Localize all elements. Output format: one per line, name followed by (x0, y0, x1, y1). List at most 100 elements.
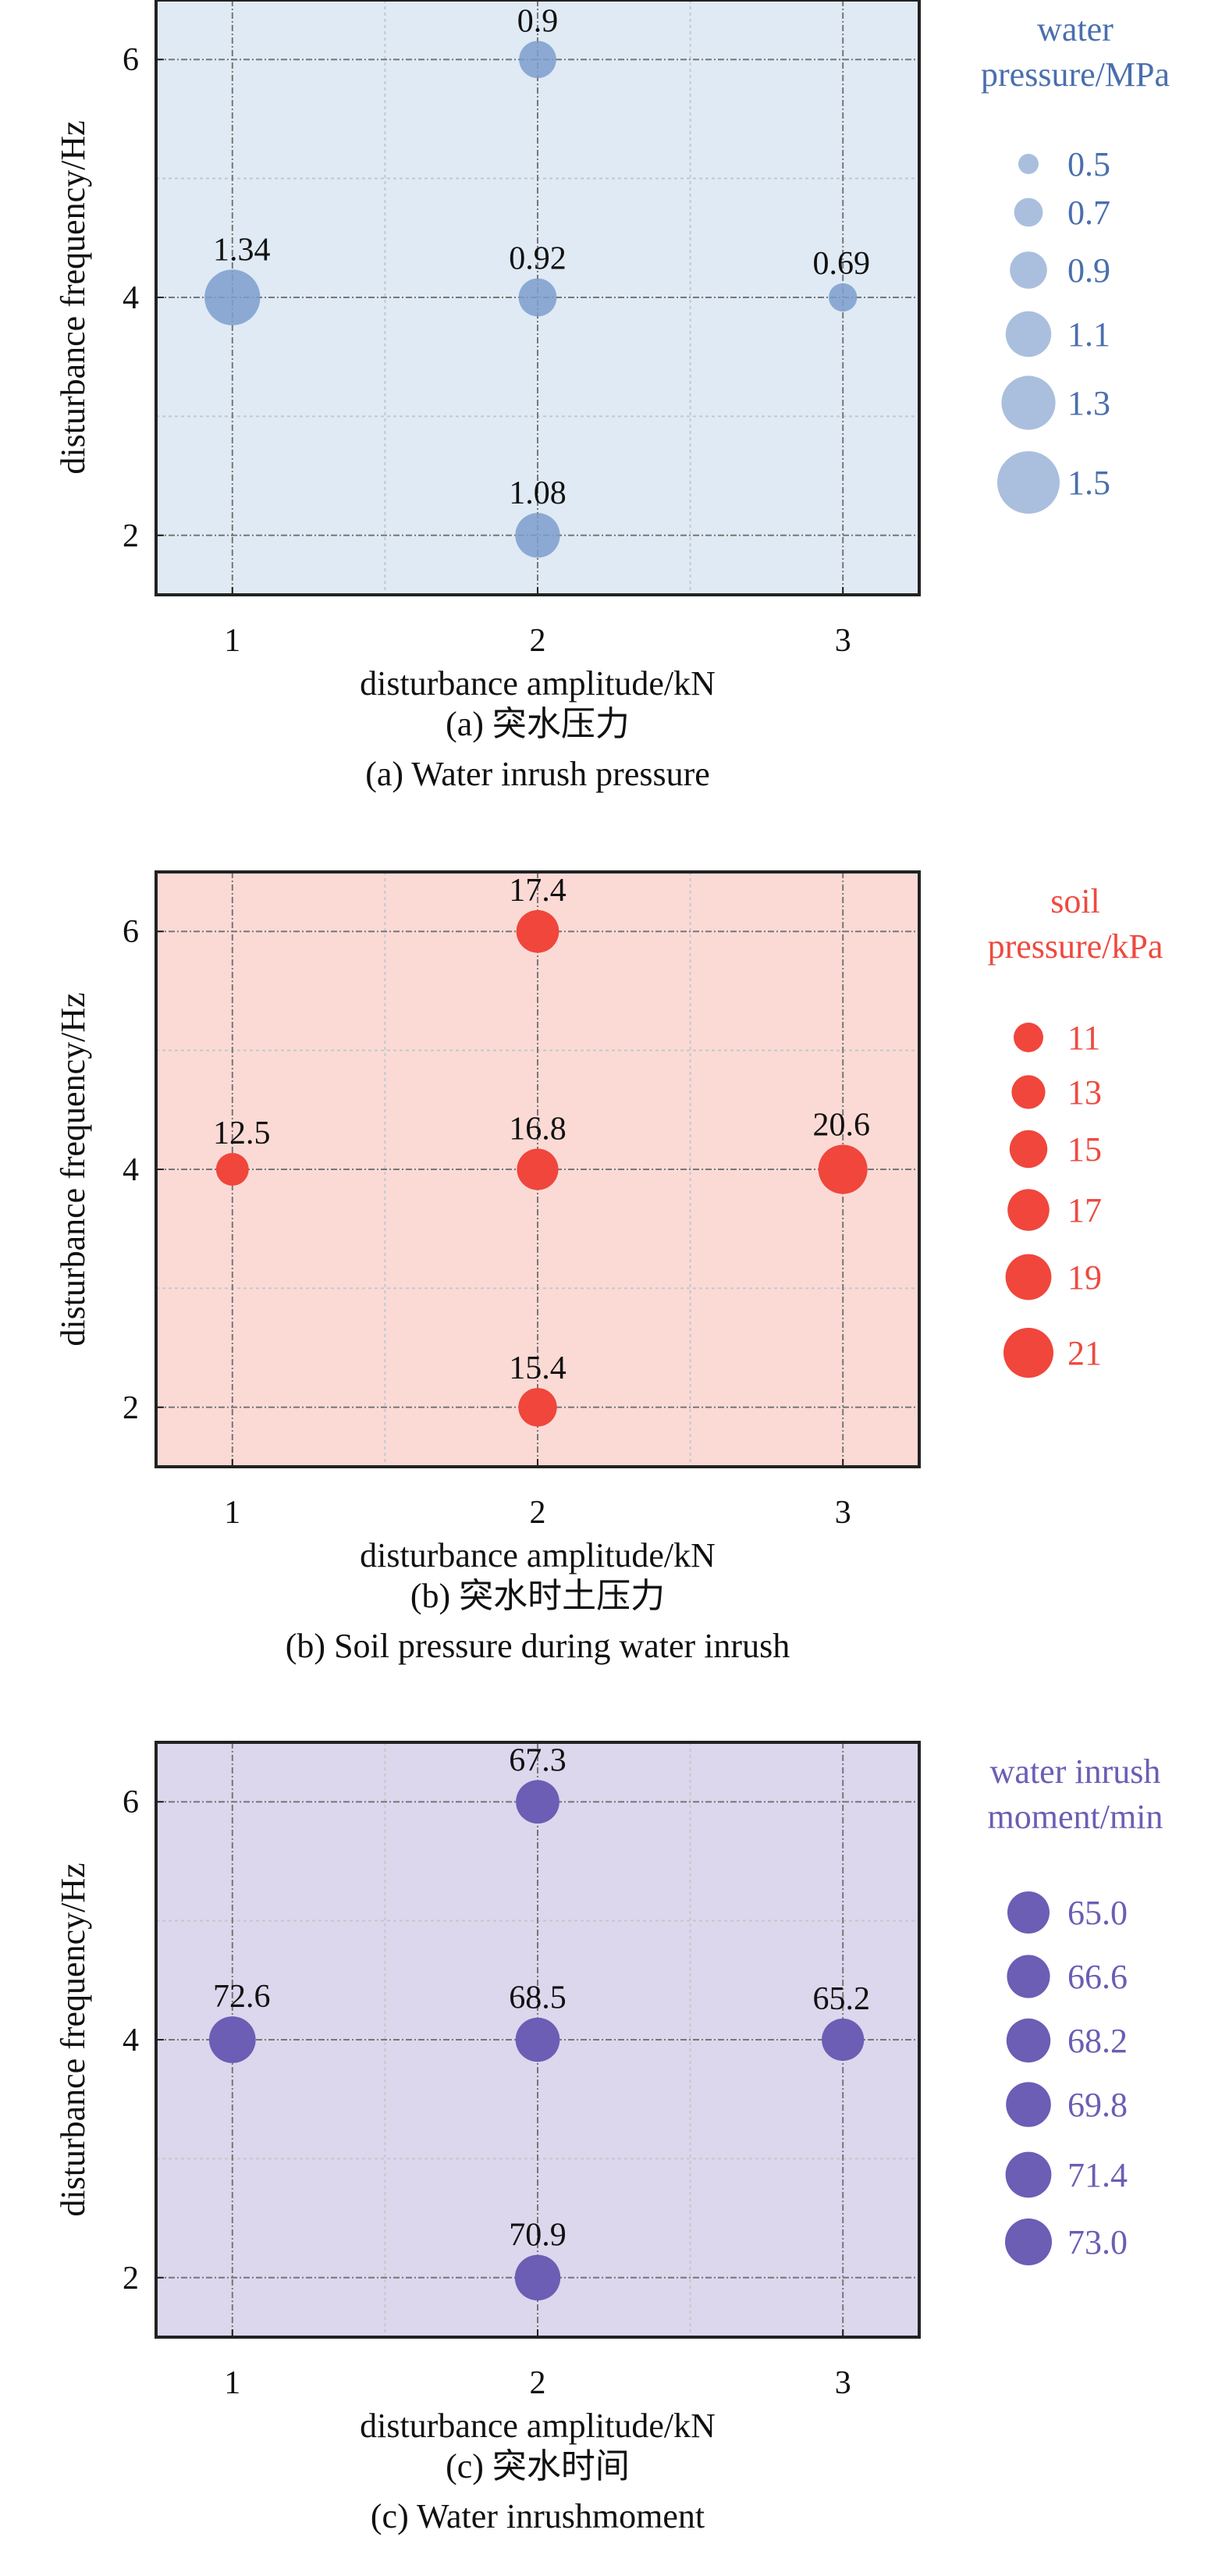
data-label: 15.4 (509, 1350, 567, 1386)
data-label: 1.34 (213, 232, 271, 268)
legend-bubble (1010, 251, 1047, 289)
data-label: 68.5 (509, 1980, 567, 2016)
y-tick-label: 2 (123, 518, 139, 554)
data-label: 72.6 (213, 1979, 271, 2015)
legend-label: 0.7 (1067, 194, 1110, 232)
data-label: 20.6 (812, 1108, 870, 1144)
legend-bubble (1018, 154, 1039, 174)
legend-title: water (1037, 10, 1114, 48)
y-tick-label: 4 (123, 280, 139, 316)
x-tick-label: 2 (530, 2365, 546, 2401)
legend-title: pressure/MPa (981, 55, 1170, 94)
caption-chinese: (b) 突水时土压力 (410, 1577, 665, 1615)
legend-title: soil (1050, 882, 1100, 920)
bubble-point (517, 1148, 559, 1190)
legend-bubble (1001, 375, 1056, 430)
plot-frame (155, 1741, 921, 2339)
x-tick-label: 1 (224, 623, 240, 659)
legend-label: 66.6 (1067, 1958, 1128, 1996)
y-axis-label: disturbance frequency/Hz (54, 1863, 92, 2216)
data-label: 70.9 (509, 2218, 567, 2254)
legend-bubble (1007, 1189, 1050, 1231)
chart-panel-b: 1 2 3 2 4 6 17.4 12.5 16.8 20.6 15.4 disturbance fr… (54, 870, 1163, 1665)
y-tick-label: 6 (123, 914, 139, 950)
caption-chinese: (c) 突水时间 (446, 2447, 630, 2485)
caption-english: (a) Water inrush pressure (365, 755, 710, 793)
data-label: 12.5 (213, 1115, 271, 1151)
bubble-point (818, 1144, 868, 1194)
legend-bubble (1006, 2018, 1051, 2063)
x-axis-label: disturbance amplitude/kN (360, 2407, 716, 2445)
legend-label: 1.5 (1067, 464, 1110, 502)
y-tick-label: 6 (123, 1784, 139, 1820)
legend-title: water inrush (990, 1752, 1161, 1791)
x-axis-label: disturbance amplitude/kN (360, 1536, 716, 1574)
data-label: 16.8 (509, 1111, 567, 1147)
caption-english: (c) Water inrushmoment (371, 2497, 705, 2535)
legend-label: 17 (1067, 1191, 1102, 1229)
y-axis-label: disturbance frequency/Hz (54, 992, 92, 1346)
x-tick-label: 1 (224, 1495, 240, 1531)
bubble-point (514, 2254, 561, 2301)
legend-label: 73.0 (1067, 2223, 1128, 2261)
legend-label: 11 (1067, 1019, 1100, 1057)
legend-label: 15 (1067, 1130, 1102, 1169)
legend-label: 1.3 (1067, 384, 1110, 422)
data-label: 1.08 (509, 475, 567, 511)
bubble-point (515, 513, 560, 558)
data-label: 0.9 (517, 3, 559, 39)
legend-bubble (1009, 1130, 1048, 1169)
legend-bubble (1007, 1955, 1050, 1998)
legend-bubble (1011, 1075, 1046, 1109)
y-tick-label: 2 (123, 1390, 139, 1426)
data-label: 67.3 (509, 1742, 567, 1778)
legend-bubble (1005, 2151, 1052, 2198)
legend-label: 21 (1067, 1334, 1102, 1372)
bubble-point (515, 2017, 560, 2062)
x-tick-label: 2 (530, 623, 546, 659)
legend-bubble (1014, 1023, 1043, 1052)
x-tick-label: 2 (530, 1495, 546, 1531)
bubble-point (519, 41, 556, 78)
legend-label: 0.9 (1067, 251, 1110, 290)
legend-bubble (1005, 2218, 1052, 2265)
legend-bubble (1014, 197, 1043, 227)
x-tick-label: 3 (835, 1495, 851, 1531)
legend-bubble (1005, 311, 1052, 358)
legend-label: 69.8 (1067, 2086, 1128, 2124)
data-label: 65.2 (812, 1981, 870, 2017)
legend-label: 13 (1067, 1073, 1102, 1112)
data-label: 0.92 (509, 241, 567, 277)
bubble-point (829, 283, 858, 312)
chart-panel-a: 1 2 3 2 4 6 0.9 1.34 0.92 0.69 1.08 disturbance fre… (54, 0, 1170, 793)
legend-label: 1.1 (1067, 315, 1110, 354)
x-tick-label: 1 (224, 2365, 240, 2401)
bubble-point (518, 1388, 557, 1427)
caption-chinese: (a) 突水压力 (446, 705, 630, 743)
bubble-point (208, 2016, 256, 2063)
legend-label: 0.5 (1067, 145, 1110, 183)
y-tick-label: 2 (123, 2261, 139, 2297)
chart-panel-c: 1 2 3 2 4 6 67.3 72.6 68.5 65.2 70.9 disturbance fr… (54, 1741, 1163, 2535)
legend-label: 68.2 (1067, 2022, 1128, 2060)
legend-label: 19 (1067, 1258, 1102, 1297)
legend-bubble (1006, 2082, 1051, 2127)
legend-bubble (1005, 1254, 1052, 1300)
legend-label: 71.4 (1067, 2156, 1128, 2194)
x-axis-label: disturbance amplitude/kN (360, 664, 716, 703)
bubble-point (516, 909, 559, 953)
legend-bubble (1003, 1328, 1053, 1378)
legend-title: moment/min (988, 1798, 1163, 1836)
y-tick-label: 4 (123, 1152, 139, 1188)
x-tick-label: 3 (835, 623, 851, 659)
x-tick-label: 3 (835, 2365, 851, 2401)
bubble-point (822, 2018, 865, 2062)
bubble-point (215, 1153, 249, 1186)
y-tick-label: 4 (123, 2023, 139, 2058)
y-axis-label: disturbance frequency/Hz (54, 120, 92, 474)
legend-title: pressure/kPa (988, 927, 1163, 966)
legend-bubble (1007, 1891, 1050, 1934)
data-label: 17.4 (509, 873, 567, 909)
bubble-point (516, 1780, 559, 1824)
